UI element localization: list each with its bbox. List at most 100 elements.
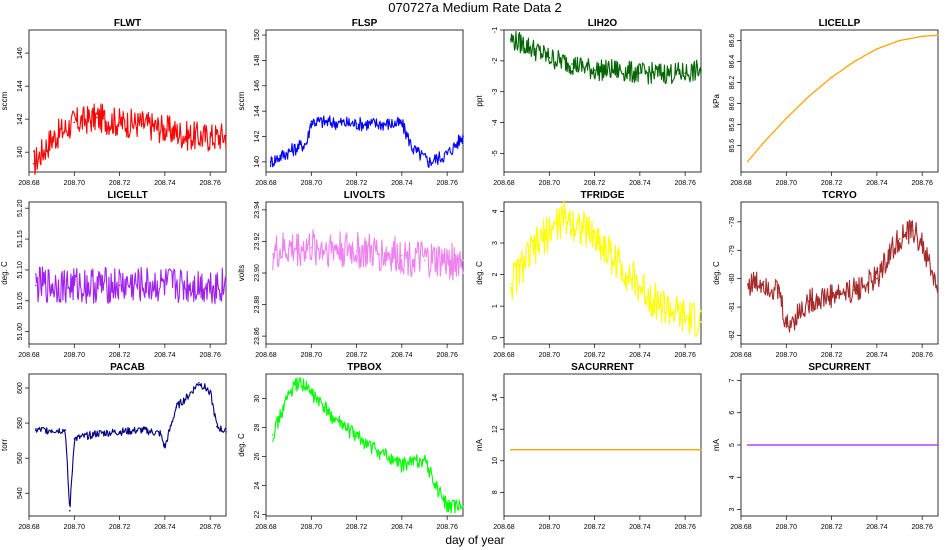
y-axis-label: deg. C bbox=[712, 261, 721, 285]
y-tick-label: 23.86 bbox=[254, 327, 261, 345]
data-point bbox=[446, 505, 448, 507]
y-axis-label: deg. C bbox=[237, 433, 246, 457]
x-tick-label: 208.70 bbox=[776, 524, 798, 531]
panel-lih2o: LIH2O ppt 208.68 208.70 208.72 208.74 208.76 -1… bbox=[475, 18, 702, 187]
y-tick-label: 22 bbox=[254, 511, 261, 519]
data-point bbox=[853, 289, 856, 291]
data-point bbox=[73, 121, 76, 124]
x-tick-label: 208.72 bbox=[346, 524, 368, 531]
y-tick-label: 14 bbox=[492, 394, 499, 402]
x-tick-label: 208.74 bbox=[154, 180, 176, 187]
panel-pacab: PACAB torr 208.68 208.70 208.72 208.74 208.76 5… bbox=[0, 362, 227, 531]
data-point bbox=[225, 284, 227, 287]
x-tick-label: 208.76 bbox=[911, 352, 933, 359]
y-tick-label: 148 bbox=[254, 54, 261, 66]
plot-frame bbox=[503, 201, 702, 345]
panel-licellt: LICELLT deg. C 208.68 208.70 208.72 208.74 208… bbox=[0, 190, 227, 359]
data-point bbox=[446, 153, 448, 156]
panel-flwt: FLWT sccm 208.68 208.70 208.72 208.74 208.76 14… bbox=[0, 18, 227, 187]
x-tick-label: 208.68 bbox=[18, 524, 40, 531]
y-tick-label: 23.94 bbox=[254, 201, 261, 219]
y-tick-label: 140 bbox=[17, 146, 24, 158]
data-point bbox=[830, 76, 833, 79]
data-point bbox=[118, 121, 121, 124]
data-point bbox=[661, 305, 664, 307]
data-point bbox=[593, 69, 596, 71]
x-tick-label: 208.76 bbox=[674, 352, 696, 359]
y-tick-label: 23.90 bbox=[254, 264, 261, 282]
x-tick-label: 208.72 bbox=[584, 180, 606, 187]
y-axis-label: deg. C bbox=[475, 261, 484, 285]
x-tick-label: 208.70 bbox=[301, 352, 323, 359]
x-tick-label: 208.72 bbox=[109, 180, 131, 187]
y-tick-label: 7 bbox=[729, 378, 736, 382]
panel-tcryo: TCRYO deg. C 208.68 208.70 208.72 208.74 208.7… bbox=[712, 190, 939, 359]
data-point bbox=[401, 254, 403, 257]
y-tick-label: 10 bbox=[492, 457, 499, 465]
series-line-tfridge bbox=[510, 199, 702, 338]
data-point bbox=[186, 395, 189, 398]
data-point bbox=[684, 317, 686, 320]
x-tick-label: 208.76 bbox=[674, 524, 696, 531]
data-point bbox=[876, 48, 878, 50]
y-tick-label: 600 bbox=[17, 382, 24, 394]
y-tick-label: -79 bbox=[729, 245, 736, 255]
data-point bbox=[462, 259, 464, 262]
series-line-flsp bbox=[269, 115, 464, 168]
data-point bbox=[937, 444, 939, 446]
y-tick-label: 144 bbox=[17, 80, 24, 92]
y-axis-label: sccm bbox=[237, 91, 246, 110]
y-tick-label: 146 bbox=[254, 80, 261, 92]
data-point bbox=[684, 72, 686, 75]
y-tick-label: 4 bbox=[492, 209, 499, 213]
y-axis-label: torr bbox=[0, 439, 9, 451]
data-point bbox=[423, 259, 426, 262]
data-point bbox=[50, 138, 53, 140]
data-point bbox=[548, 56, 551, 59]
y-tick-label: 2 bbox=[492, 273, 499, 277]
data-point bbox=[209, 136, 211, 139]
data-point bbox=[305, 142, 308, 144]
data-point bbox=[462, 135, 464, 138]
data-point bbox=[435, 484, 437, 487]
x-tick-label: 208.76 bbox=[199, 524, 221, 531]
x-tick-label: 208.70 bbox=[64, 180, 86, 187]
plot-frame bbox=[503, 373, 702, 517]
data-point bbox=[830, 294, 833, 297]
y-axis-label: kPa bbox=[712, 94, 721, 108]
y-axis-label: deg. C bbox=[0, 261, 9, 285]
data-point bbox=[287, 393, 290, 396]
data-point bbox=[141, 429, 144, 431]
y-tick-label: -5 bbox=[492, 150, 499, 156]
y-tick-label: 4 bbox=[729, 475, 736, 479]
y-tick-label: 24 bbox=[254, 482, 261, 490]
panel-livolts: LIVOLTS volts 208.68 208.70 208.72 208.74 208.… bbox=[237, 190, 464, 359]
x-tick-label: 208.68 bbox=[493, 180, 515, 187]
x-tick-label: 208.74 bbox=[391, 524, 413, 531]
data-point bbox=[299, 380, 301, 383]
data-point bbox=[898, 39, 901, 42]
y-tick-label: -4 bbox=[492, 119, 499, 125]
data-point bbox=[887, 255, 889, 257]
series-line-livolts bbox=[272, 229, 464, 281]
data-point bbox=[355, 123, 358, 125]
y-tick-label: -82 bbox=[729, 330, 736, 340]
y-tick-label: 12 bbox=[492, 425, 499, 433]
x-tick-label: 208.68 bbox=[255, 352, 277, 359]
y-tick-label: 85.6 bbox=[729, 139, 736, 153]
data-point bbox=[269, 161, 272, 163]
data-point bbox=[509, 283, 512, 285]
y-tick-label: 3 bbox=[492, 241, 499, 245]
data-point bbox=[34, 284, 37, 287]
y-tick-label: 51.00 bbox=[17, 323, 24, 341]
data-point bbox=[937, 34, 939, 37]
data-point bbox=[785, 117, 788, 120]
data-point bbox=[164, 446, 166, 449]
plot-frame bbox=[28, 373, 227, 517]
x-tick-label: 208.74 bbox=[391, 352, 413, 359]
y-axis-label: volts bbox=[237, 265, 246, 281]
series-line-pacab bbox=[35, 382, 227, 508]
panel-tpbox: TPBOX deg. C 208.68 208.70 208.72 208.74 208.7… bbox=[237, 362, 464, 531]
y-tick-label: 146 bbox=[17, 47, 24, 59]
data-point bbox=[912, 229, 914, 232]
